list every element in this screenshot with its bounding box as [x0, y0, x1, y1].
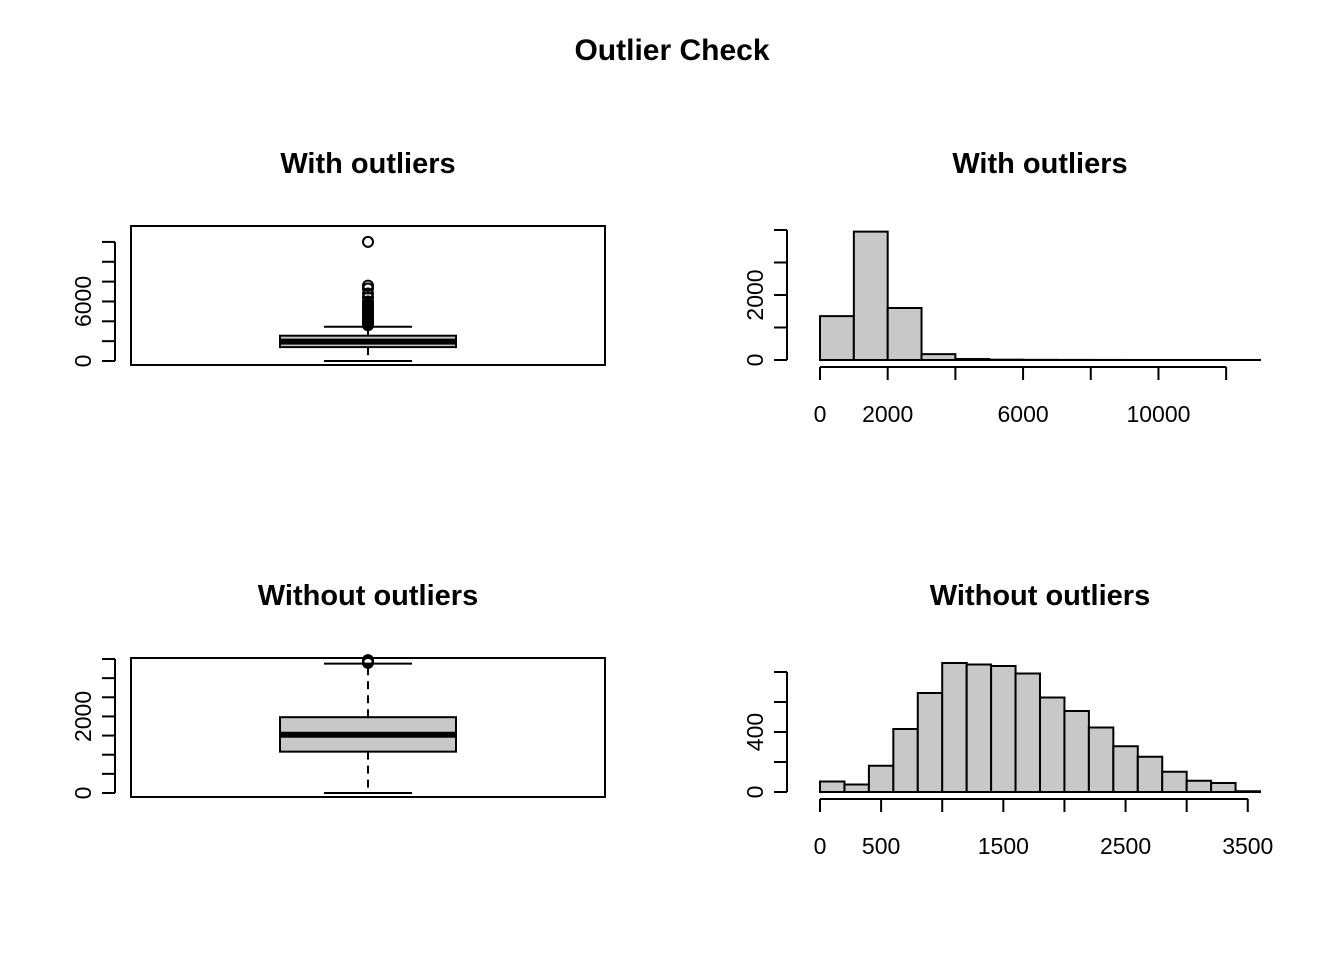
histogram-bar	[867, 764, 895, 793]
histogram-bar	[1063, 710, 1090, 793]
histogram-bar	[1112, 745, 1139, 793]
histogram-bar	[941, 662, 968, 793]
outlier-point	[362, 654, 374, 667]
histogram-bar	[1210, 782, 1237, 793]
histogram-bar	[916, 692, 944, 793]
histogram-bar	[990, 665, 1017, 793]
histogram-bar	[1014, 672, 1041, 793]
main-title: Outlier Check	[574, 34, 769, 67]
histogram-bar	[1087, 726, 1115, 793]
outlier-point	[362, 291, 374, 304]
histogram-bar	[1136, 755, 1164, 793]
outlier-point	[362, 279, 374, 292]
histogram-without-outliers: Without outliers 0 400 0 500 1500 2500 3500	[742, 580, 1273, 859]
outlier-point	[362, 235, 374, 248]
x-tick-label: 1500	[978, 833, 1029, 859]
boxplot-without-outliers: Without outliers 0 2000	[70, 580, 606, 800]
y-tick-label: 0	[742, 786, 768, 799]
x-tick-label: 10000	[1126, 401, 1190, 427]
x-tick-label: 0	[814, 833, 827, 859]
histogram-bar	[819, 315, 855, 361]
y-tick-label: 0	[70, 355, 96, 368]
histogram-bar	[965, 663, 993, 793]
outlier-point	[362, 287, 374, 300]
panel-title: With outliers	[280, 148, 455, 180]
histogram-bar	[1161, 770, 1188, 793]
panel-title: Without outliers	[258, 580, 478, 612]
x-tick-label: 0	[814, 401, 827, 427]
histogram-with-outliers: With outliers 0 2000 0 2000 6000 10000	[742, 148, 1261, 427]
histogram-bar	[954, 358, 991, 361]
y-tick-label: 6000	[70, 276, 96, 327]
x-tick-label: 2500	[1100, 833, 1151, 859]
histogram-bar	[1234, 790, 1261, 793]
plot-frame	[130, 225, 606, 366]
histogram-bar	[1039, 696, 1066, 793]
y-tick-label: 2000	[70, 691, 96, 742]
histogram-bar	[886, 307, 923, 361]
x-tick-label: 2000	[862, 401, 913, 427]
histogram-bar	[920, 353, 957, 361]
boxplot-with-outliers: With outliers 0 6000	[70, 148, 606, 368]
histogram-bar	[852, 230, 889, 361]
histogram-bar	[843, 783, 870, 793]
outlier-point	[362, 295, 374, 308]
y-tick-label: 2000	[742, 269, 768, 320]
y-tick-label: 400	[742, 713, 768, 751]
panel-title: With outliers	[952, 148, 1127, 180]
y-tick-label: 0	[70, 787, 96, 800]
y-tick-label: 0	[742, 354, 768, 367]
histogram-bar	[819, 780, 846, 793]
histogram-bar	[892, 728, 919, 793]
panel-title: Without outliers	[930, 580, 1150, 612]
x-tick-label: 500	[862, 833, 900, 859]
x-tick-label: 3500	[1222, 833, 1273, 859]
x-tick-label: 6000	[997, 401, 1048, 427]
histogram-bar	[1185, 779, 1213, 793]
